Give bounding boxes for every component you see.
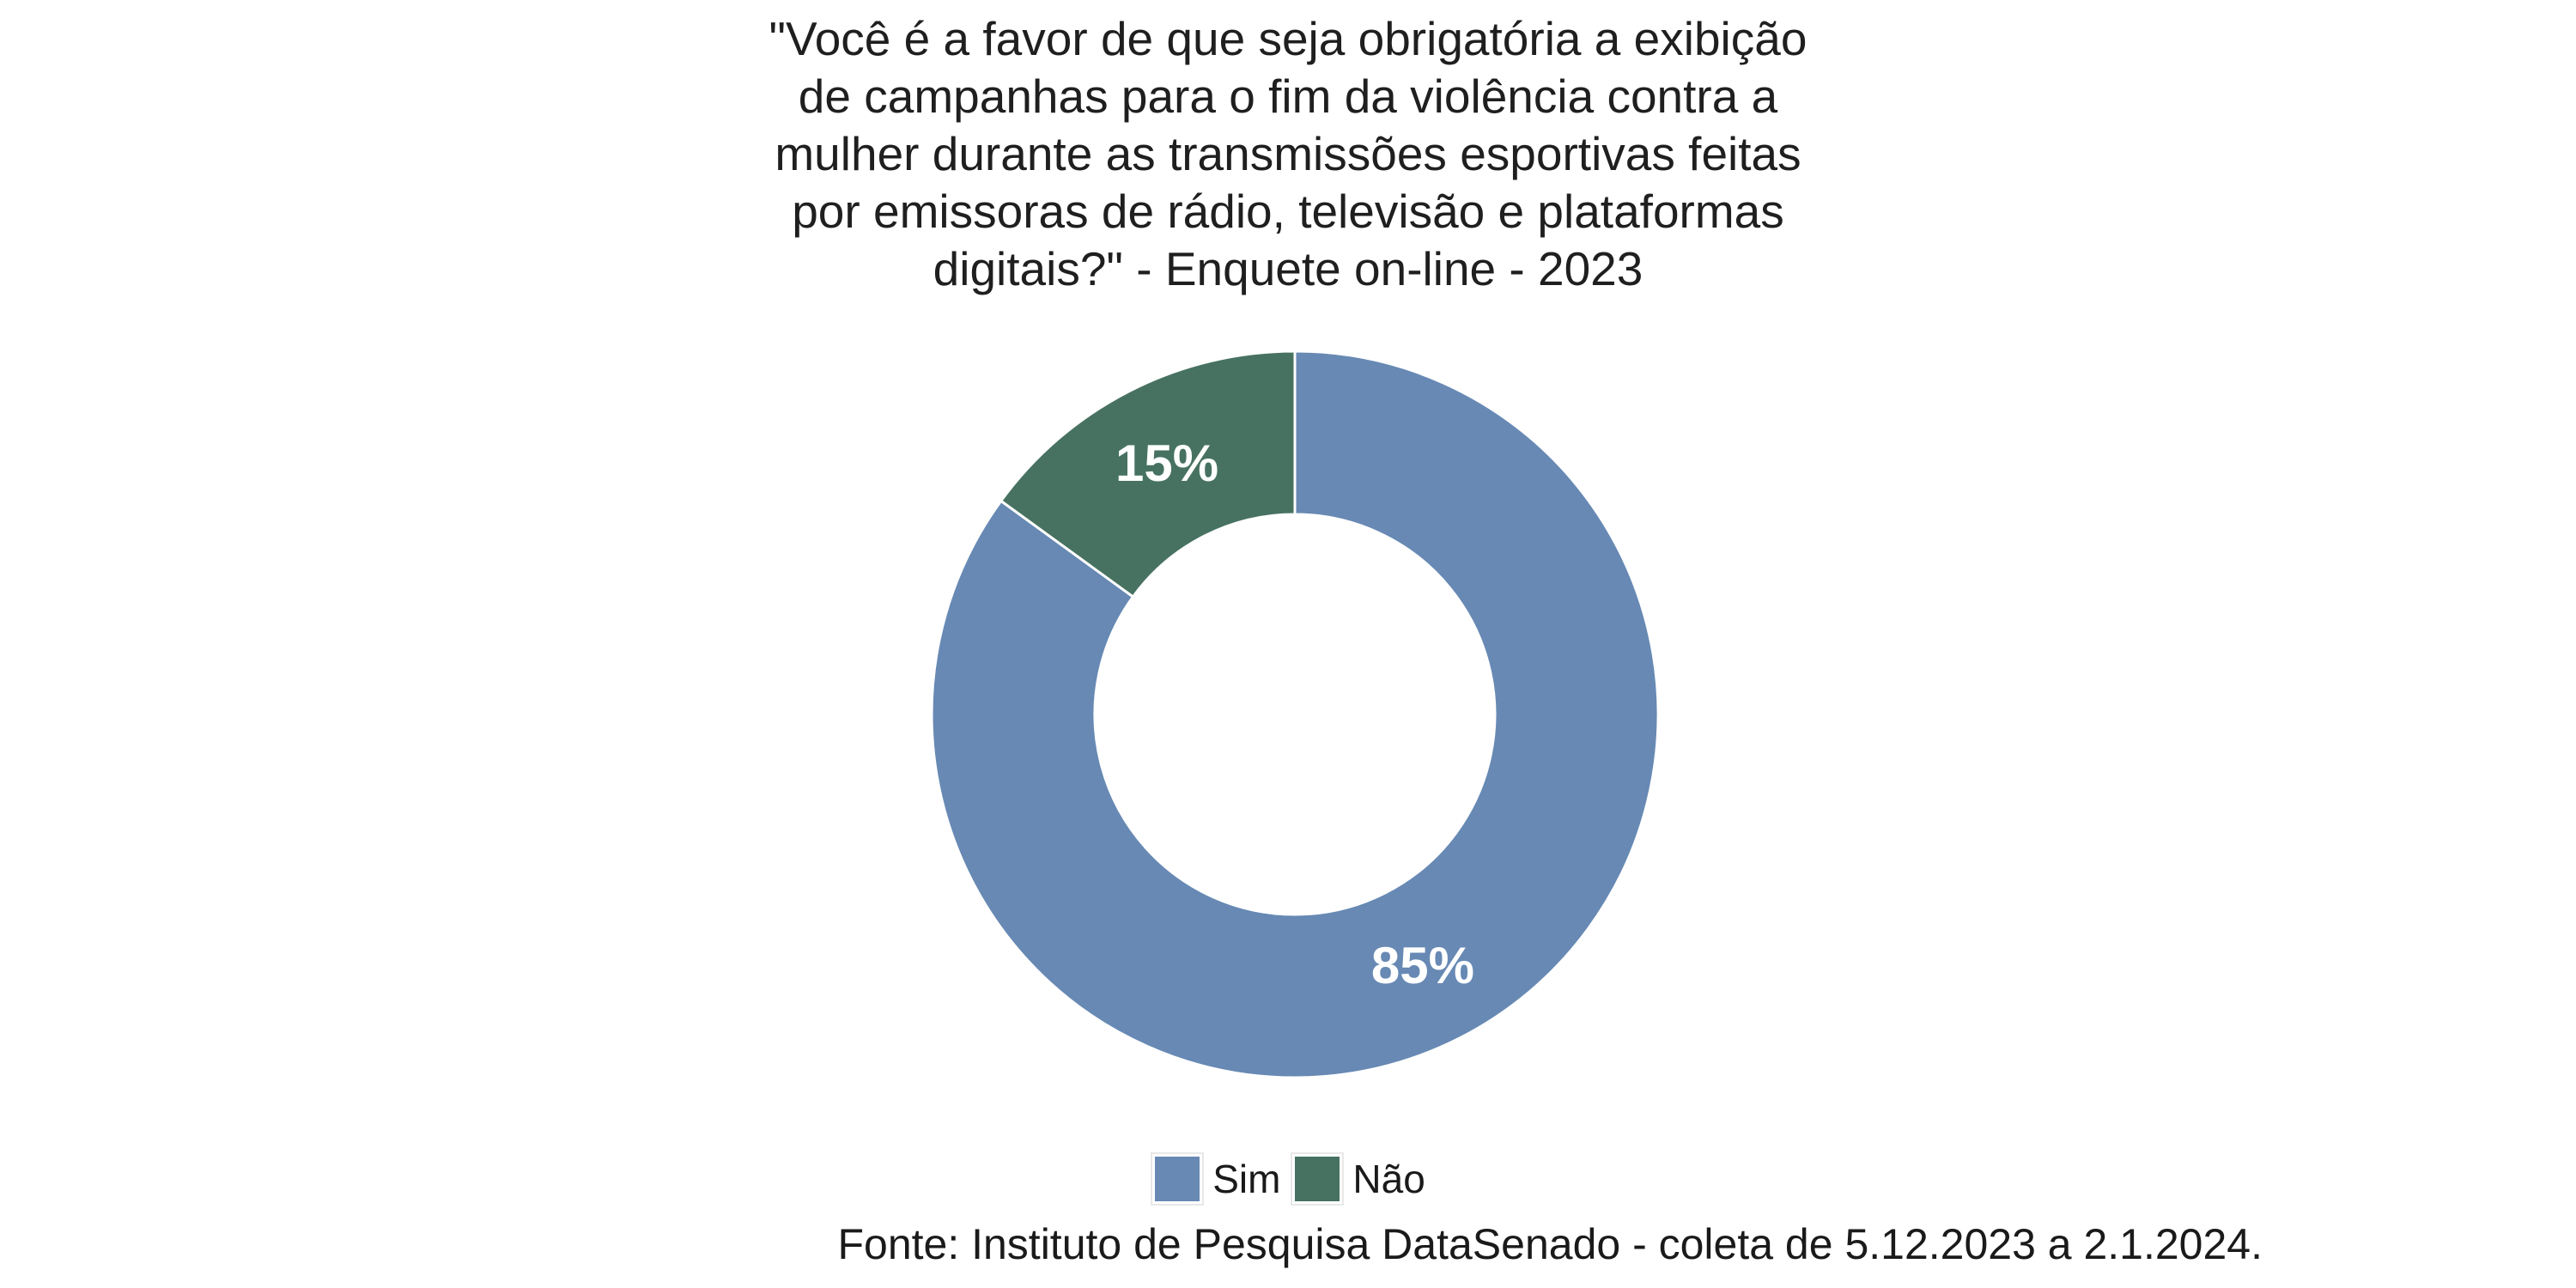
- legend-label-sim: Sim: [1212, 1157, 1281, 1201]
- legend: Sim Não: [0, 1152, 2576, 1206]
- legend-key-nao: [1291, 1152, 1345, 1206]
- chart-title-line-1: "Você é a favor de que seja obrigatória …: [769, 12, 1807, 65]
- donut-chart: 85% 15%: [930, 349, 1660, 1079]
- donut-slice-nao: [999, 349, 1297, 598]
- donut-slice-sim: [930, 349, 1660, 1079]
- donut-label-nao: 15%: [1115, 434, 1218, 492]
- chart-title: "Você é a favor de que seja obrigatória …: [0, 10, 2576, 298]
- legend-item-nao: Não: [1291, 1152, 1425, 1206]
- chart-title-line-4: por emissoras de rádio, televisão e plat…: [792, 185, 1784, 238]
- chart-title-line-3: mulher durante as transmissões esportiva…: [775, 127, 1801, 180]
- legend-key-sim: [1151, 1152, 1205, 1206]
- legend-swatch-sim-icon: [1155, 1157, 1200, 1201]
- donut-label-sim: 85%: [1371, 937, 1474, 994]
- source-caption: Fonte: Instituto de Pesquisa DataSenado …: [837, 1220, 2263, 1268]
- legend-label-nao: Não: [1352, 1157, 1425, 1201]
- chart-title-line-2: de campanhas para o fim da violência con…: [798, 70, 1778, 123]
- chart-title-line-5: digitais?" - Enquete on-line - 2023: [933, 242, 1643, 295]
- legend-swatch-nao-icon: [1295, 1157, 1340, 1201]
- legend-item-sim: Sim: [1151, 1152, 1280, 1206]
